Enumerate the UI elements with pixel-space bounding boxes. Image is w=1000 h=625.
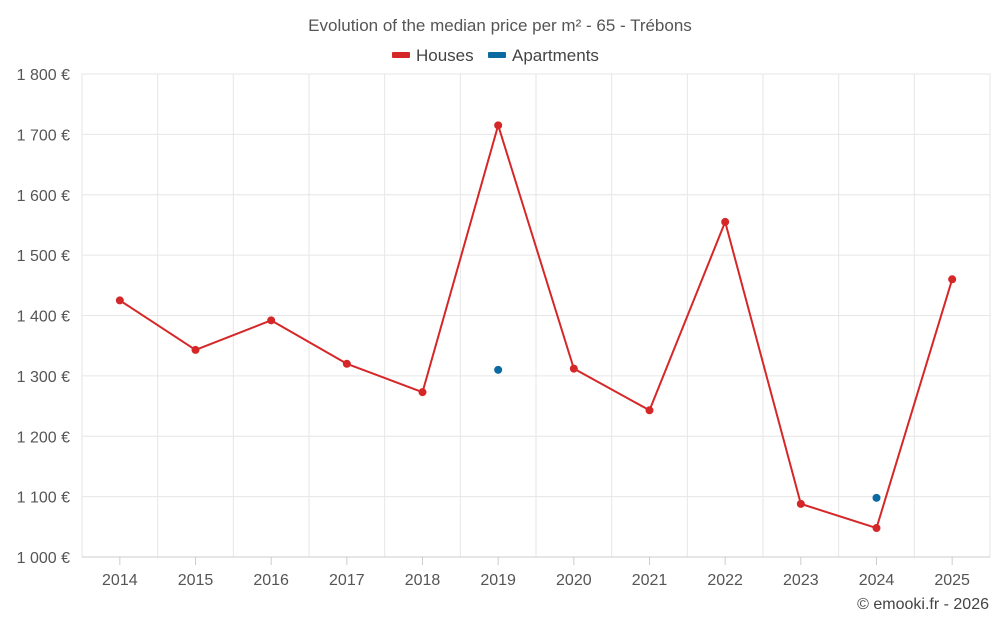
data-point-houses[interactable] bbox=[948, 275, 957, 284]
x-tick-label: 2020 bbox=[556, 572, 592, 589]
data-point-houses[interactable] bbox=[267, 316, 276, 325]
series-layer bbox=[115, 121, 957, 533]
y-tick-label: 1 400 € bbox=[17, 309, 70, 326]
data-point-houses[interactable] bbox=[645, 406, 654, 415]
chart-title: Evolution of the median price per m² - 6… bbox=[308, 16, 692, 35]
x-tick-label: 2014 bbox=[102, 572, 138, 589]
y-tick-label: 1 200 € bbox=[17, 429, 70, 446]
legend-label-apartments: Apartments bbox=[512, 46, 599, 65]
legend-item-houses[interactable]: Houses bbox=[392, 46, 474, 65]
credit-text: © emooki.fr - 2026 bbox=[857, 596, 989, 613]
y-tick-label: 1 000 € bbox=[17, 550, 70, 567]
x-tick-label: 2022 bbox=[707, 572, 743, 589]
y-axis: 1 000 € 1 100 € 1 200 € 1 300 € 1 400 € 1 500… bbox=[17, 67, 70, 567]
y-tick-label: 1 100 € bbox=[17, 490, 70, 507]
x-tick-label: 2018 bbox=[405, 572, 441, 589]
y-tick-label: 1 500 € bbox=[17, 248, 70, 265]
x-tick-label: 2016 bbox=[253, 572, 289, 589]
x-tick-label: 2025 bbox=[934, 572, 970, 589]
y-tick-label: 1 300 € bbox=[17, 369, 70, 386]
data-point-houses[interactable] bbox=[721, 217, 730, 226]
data-point-houses[interactable] bbox=[494, 121, 503, 130]
legend-swatch-apartments bbox=[488, 52, 506, 58]
x-axis: 2014 2015 2016 2017 2018 2019 2020 2021 2022 2023… bbox=[82, 556, 990, 589]
data-point-houses[interactable] bbox=[342, 359, 351, 368]
x-tick-label: 2023 bbox=[783, 572, 819, 589]
legend: Houses Apartments bbox=[392, 46, 599, 65]
data-point-houses[interactable] bbox=[796, 499, 805, 508]
y-tick-label: 1 700 € bbox=[17, 127, 70, 144]
data-point-apartments[interactable] bbox=[494, 365, 503, 374]
y-tick-label: 1 800 € bbox=[17, 67, 70, 84]
grid bbox=[81, 73, 991, 558]
data-point-houses[interactable] bbox=[872, 524, 881, 533]
y-tick-label: 1 600 € bbox=[17, 188, 70, 205]
legend-swatch-houses bbox=[392, 52, 410, 58]
series-line-houses bbox=[119, 124, 954, 530]
x-tick-label: 2021 bbox=[632, 572, 668, 589]
legend-label-houses: Houses bbox=[416, 46, 474, 65]
legend-item-apartments[interactable]: Apartments bbox=[488, 46, 599, 65]
data-point-apartments[interactable] bbox=[872, 493, 881, 502]
x-tick-label: 2019 bbox=[480, 572, 516, 589]
x-tick-label: 2017 bbox=[329, 572, 365, 589]
data-point-houses[interactable] bbox=[418, 388, 427, 397]
data-point-houses[interactable] bbox=[115, 296, 124, 305]
x-tick-label: 2015 bbox=[178, 572, 214, 589]
x-tick-label: 2024 bbox=[859, 572, 895, 589]
data-point-houses[interactable] bbox=[569, 364, 578, 373]
data-point-houses[interactable] bbox=[191, 345, 200, 354]
